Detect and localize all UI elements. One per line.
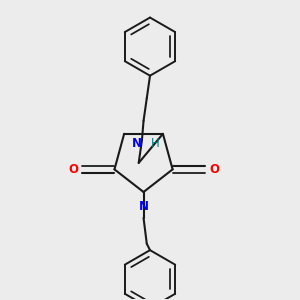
Text: N: N bbox=[139, 200, 148, 213]
Text: H: H bbox=[151, 137, 159, 150]
Text: O: O bbox=[209, 163, 219, 176]
Text: N: N bbox=[132, 137, 142, 150]
Text: O: O bbox=[68, 163, 78, 176]
